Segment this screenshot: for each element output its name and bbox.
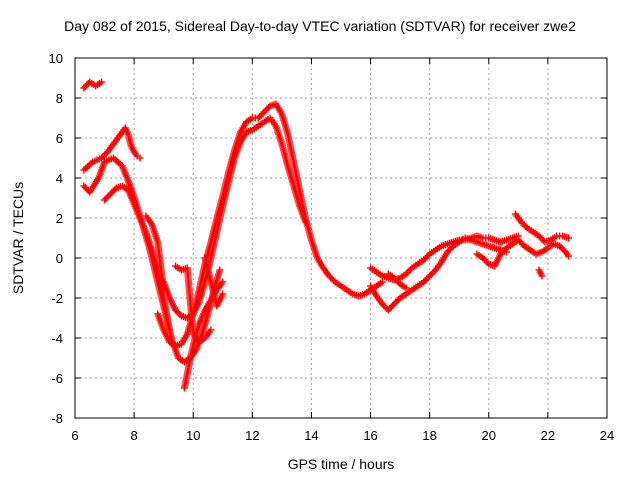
plot-frame	[74, 57, 608, 419]
x-tick-label: 20	[482, 428, 496, 443]
y-tick-label: -6	[51, 371, 63, 386]
x-tick-label: 8	[130, 428, 137, 443]
data-point	[402, 284, 410, 292]
x-tick-label: 22	[541, 428, 555, 443]
data-point	[166, 326, 174, 334]
data-point	[136, 154, 144, 162]
data-point	[219, 290, 227, 298]
data-point	[160, 286, 168, 294]
x-tick-label: 18	[422, 428, 436, 443]
y-tick-label: 0	[56, 251, 63, 266]
x-tick-label: 6	[71, 428, 78, 443]
data-point	[207, 326, 215, 334]
x-axis-label: GPS time / hours	[287, 456, 395, 472]
x-tick-label: 10	[186, 428, 200, 443]
y-tick-label: -4	[51, 331, 63, 346]
data-point	[219, 278, 227, 286]
y-tick-label: 6	[56, 131, 63, 146]
chart-title: Day 082 of 2015, Sidereal Day-to-day VTE…	[64, 18, 576, 34]
y-tick-label: -8	[51, 411, 63, 426]
y-tick-label: 10	[49, 51, 63, 66]
x-tick-label: 24	[600, 428, 614, 443]
data-layer	[80, 78, 573, 392]
y-tick-label: -2	[51, 291, 63, 306]
data-point	[302, 218, 310, 226]
data-point	[538, 272, 546, 280]
x-tick-label: 14	[304, 428, 318, 443]
data-point	[216, 266, 224, 274]
y-tick-label: 4	[56, 171, 63, 186]
y-tick-label: 8	[56, 91, 63, 106]
data-point	[565, 234, 573, 242]
data-point	[98, 78, 106, 86]
data-point	[565, 252, 573, 260]
y-tick-label: 2	[56, 211, 63, 226]
x-tick-label: 12	[245, 428, 259, 443]
data-point	[378, 278, 386, 286]
x-tick-label: 16	[363, 428, 377, 443]
